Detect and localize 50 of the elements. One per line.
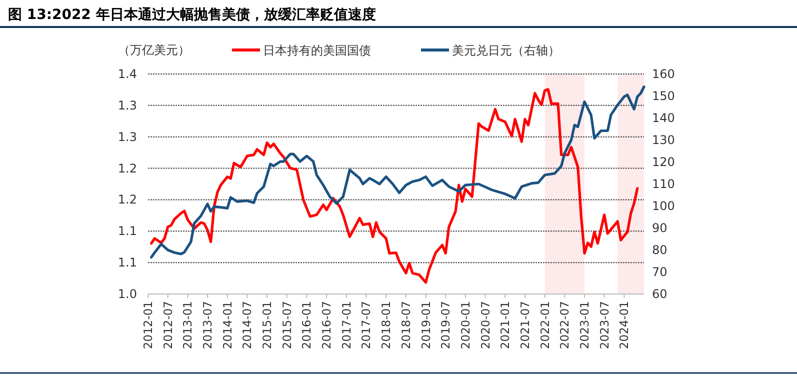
y-tick-label: 1.4 [118,67,137,81]
y-tick-label: 1.2 [118,192,137,207]
y2-tick-label: 150 [652,89,675,103]
x-tick-label: 2021-01 [498,301,512,350]
y2-tick-label: 70 [652,265,668,279]
x-tick-label: 2013-07 [200,301,215,350]
line-series [150,85,646,259]
x-tick-label: 2017-07 [359,301,374,350]
y2-tick-label: 60 [652,287,668,301]
y-tick-label: 1.0 [118,287,137,301]
y2-tick-label: 160 [652,67,675,81]
y-tick-label: 1.1 [118,224,137,238]
x-tick-label: 2020-01 [458,301,472,350]
y2-tick-label: 100 [652,199,675,213]
y-tick-label: 1.3 [118,98,137,112]
legend-label: 日本持有的美国国债 [263,44,371,58]
y2-tick-label: 110 [652,177,675,191]
x-tick-label: 2023-07 [597,301,612,350]
x-tick-label: 2022-07 [558,301,572,350]
x-tick-label: 2016-01 [300,301,314,350]
y-axis-title: （万亿美元） [118,43,190,57]
x-tick-label: 2019-01 [418,301,433,350]
x-tick-label: 2019-07 [438,301,453,350]
y-tick-label: 1.2 [118,161,137,176]
y2-tick-label: 80 [652,243,668,257]
x-tick-label: 2017-01 [339,301,354,350]
x-tick-label: 2020-07 [478,301,492,350]
x-tick-label: 2023-01 [577,301,592,350]
x-tick-label: 2015-01 [260,301,274,350]
y2-tick-label: 140 [652,111,675,125]
x-tick-label: 2018-07 [398,301,413,350]
x-tick-label: 2018-01 [379,301,394,350]
y-tick-label: 1.3 [118,130,137,144]
y2-tick-label: 90 [652,221,668,235]
y2-tick-label: 120 [652,155,675,169]
x-tick-label: 2014-07 [240,301,254,350]
x-tick-label: 2022-01 [538,301,552,350]
x-tick-label: 2014-01 [220,301,234,350]
x-tick-label: 2012-01 [141,301,155,350]
x-tick-label: 2016-07 [320,301,334,350]
chart-title: 图 13:2022 年日本通过大幅抛售美债，放缓汇率贬值速度 [8,6,376,23]
y-tick-label: 1.1 [118,256,137,270]
line-series [150,88,639,284]
legend-label: 美元兑日元（右轴） [452,44,560,58]
x-tick-label: 2024-01 [617,301,632,350]
x-tick-label: 2021-07 [518,301,532,350]
x-tick-label: 2012-07 [160,301,175,350]
x-tick-label: 2013-01 [180,301,195,350]
x-tick-label: 2015-07 [280,301,294,350]
y2-tick-label: 130 [652,133,675,147]
